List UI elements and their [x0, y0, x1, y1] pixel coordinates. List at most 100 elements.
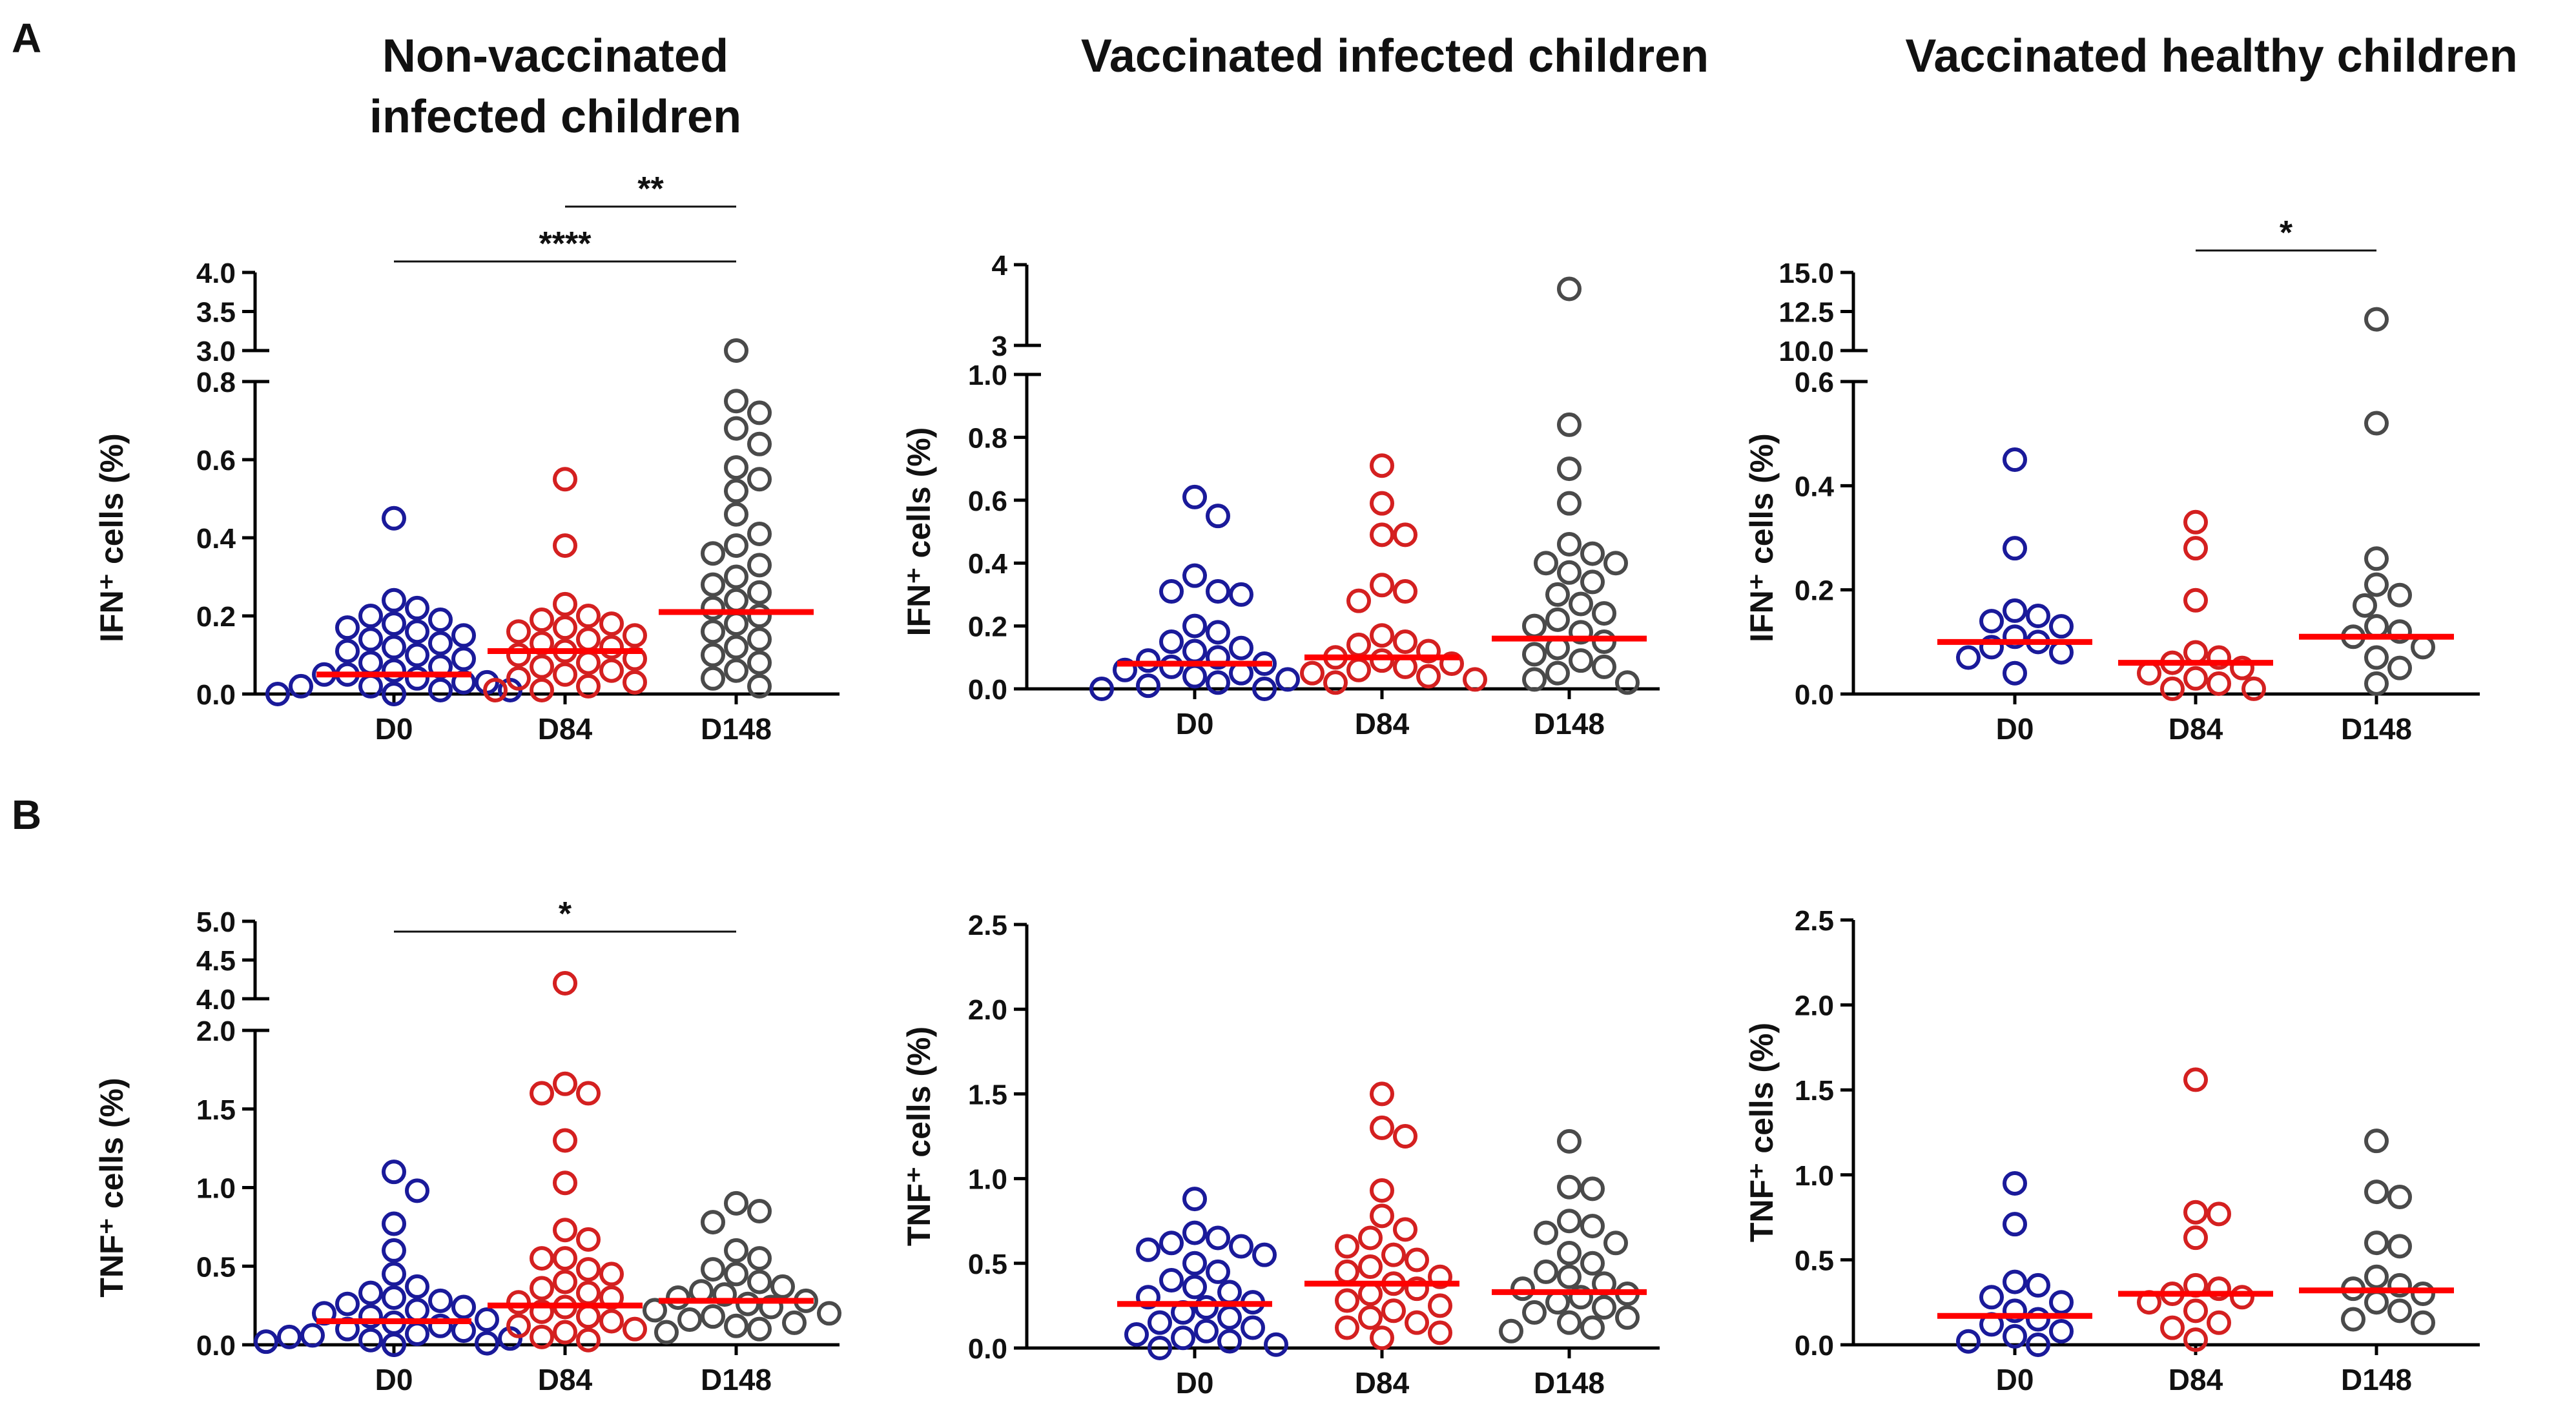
data-point-D0 — [2026, 604, 2050, 628]
data-point-D148 — [701, 642, 725, 668]
x-tick-label-D0: D0 — [1996, 712, 2034, 746]
y-tick-label: 0.4 — [1795, 471, 1835, 502]
data-point-D0 — [1089, 677, 1114, 701]
column-title-non-vaccinated: Non-vaccinated infected children — [369, 30, 742, 143]
data-point-D84 — [2160, 1315, 2185, 1340]
data-point-D148 — [736, 1291, 760, 1316]
data-point-D148 — [724, 533, 748, 558]
data-point-D84 — [530, 677, 554, 702]
data-point-D84 — [1416, 664, 1441, 689]
data-point-D148 — [2364, 671, 2389, 696]
data-point-D0 — [382, 658, 406, 683]
data-point-D0 — [2003, 660, 2027, 686]
data-point-D0 — [405, 642, 429, 668]
data-point-D148 — [1580, 1176, 1605, 1201]
y-tick-label: 2.0 — [968, 994, 1007, 1026]
data-point-D148 — [1557, 560, 1582, 585]
data-point-D84 — [1393, 1124, 1417, 1149]
x-tick-label-D148: D148 — [2341, 712, 2412, 746]
y-tick-label: 0.5 — [968, 1249, 1007, 1280]
y-tick-label: 1.5 — [968, 1079, 1007, 1110]
x-tick-label-D148: D148 — [1534, 1366, 1605, 1400]
data-point-D0 — [358, 1304, 383, 1329]
data-point-D0 — [405, 1321, 429, 1346]
data-point-D84 — [530, 608, 554, 633]
data-point-D84 — [2207, 645, 2231, 670]
data-point-D84 — [553, 1320, 577, 1345]
data-point-D84 — [2183, 536, 2208, 561]
data-point-D148 — [724, 658, 748, 683]
data-point-D0 — [1182, 1251, 1207, 1276]
data-point-D148 — [747, 1199, 772, 1224]
data-point-D84 — [1428, 1293, 1452, 1318]
data-point-D0 — [1206, 579, 1230, 604]
data-point-D84 — [1346, 588, 1371, 613]
y-tick-label: 0.0 — [1795, 679, 1834, 711]
data-point-D84 — [623, 623, 647, 648]
data-point-D148 — [1545, 1290, 1570, 1315]
data-point-D148 — [712, 1282, 737, 1307]
data-point-D0 — [382, 682, 406, 706]
data-point-D148 — [747, 1246, 772, 1271]
data-point-D148 — [1592, 654, 1616, 679]
y-tick-label: 2.0 — [1795, 990, 1834, 1022]
x-tick-label-D0: D0 — [1176, 1366, 1214, 1400]
y-tick-label: 1.0 — [196, 1173, 236, 1205]
data-point-D148 — [782, 1310, 807, 1335]
data-point-D0 — [358, 1327, 383, 1353]
data-point-D148 — [724, 478, 748, 504]
panel-label-a: A — [12, 15, 42, 61]
data-point-D0 — [1124, 1322, 1149, 1347]
data-point-D148 — [2364, 1129, 2389, 1154]
y-tick-label: 10.0 — [1778, 336, 1834, 367]
data-point-D84 — [2183, 1067, 2208, 1092]
data-point-D0 — [382, 635, 406, 660]
data-point-D0 — [1252, 677, 1277, 701]
data-point-D0 — [358, 650, 383, 675]
x-tick-label-D0: D0 — [1996, 1363, 2034, 1396]
y-tick-label: 4.5 — [196, 945, 236, 977]
data-point-D84 — [2183, 1200, 2208, 1225]
data-point-D0 — [2003, 1269, 2027, 1294]
data-point-D0 — [1136, 673, 1160, 699]
data-point-D148 — [747, 1269, 772, 1294]
data-point-D0 — [475, 1331, 499, 1356]
data-point-D84 — [530, 1276, 554, 1301]
data-point-D84 — [1463, 667, 1487, 692]
data-point-D148 — [2364, 1231, 2389, 1256]
data-point-D0 — [1182, 484, 1207, 509]
data-point-D148 — [2387, 619, 2412, 644]
data-point-D0 — [1182, 1220, 1207, 1245]
data-point-D148 — [2387, 1234, 2412, 1259]
data-point-D148 — [724, 1313, 748, 1338]
data-point-D0 — [1182, 563, 1207, 588]
y-axis-title: TNF⁺ cells (%) — [901, 1027, 937, 1246]
data-point-D148 — [1545, 607, 1570, 632]
data-point-D148 — [1603, 551, 1628, 576]
x-tick-label-D84: D84 — [1355, 707, 1410, 741]
y-tick-label: 0.2 — [196, 601, 236, 633]
data-point-D84 — [2137, 660, 2161, 686]
data-point-D0 — [2026, 1333, 2050, 1357]
data-point-D0 — [1136, 1237, 1160, 1262]
data-point-D0 — [1182, 639, 1207, 664]
data-point-D148 — [1557, 1174, 1582, 1200]
chart-panel-ifn-vacc-inf: 0.0 0.2 0.4 0.6 0.8 1.03 4 IFN⁺ cells (%) D0 D84 D… — [901, 250, 1660, 741]
data-point-D148 — [747, 521, 772, 546]
data-point-D0 — [405, 1178, 429, 1203]
data-point-D0 — [2026, 1272, 2050, 1298]
data-point-D0 — [428, 1313, 453, 1338]
data-point-D148 — [724, 455, 748, 480]
data-point-D0 — [1159, 629, 1184, 654]
data-point-D148 — [747, 650, 772, 675]
data-point-D84 — [483, 677, 508, 702]
data-point-D148 — [701, 541, 725, 566]
data-point-D148 — [724, 502, 748, 527]
data-point-D0 — [358, 1280, 383, 1305]
data-point-D148 — [701, 666, 725, 691]
data-point-D84 — [599, 635, 624, 660]
data-point-D84 — [1346, 632, 1371, 657]
data-point-D84 — [576, 604, 601, 628]
